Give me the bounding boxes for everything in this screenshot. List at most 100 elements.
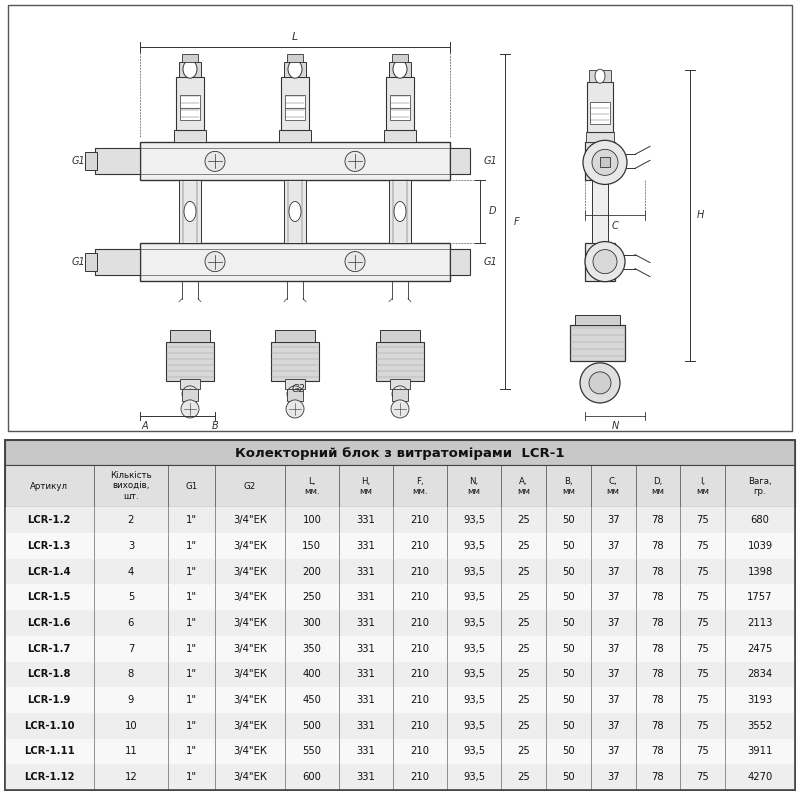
Text: I,
мм: I, мм (696, 477, 709, 496)
Text: 25: 25 (518, 592, 530, 602)
Circle shape (592, 150, 618, 175)
Bar (287, 389, 303, 401)
Text: 78: 78 (651, 566, 664, 577)
Text: 12: 12 (125, 772, 138, 782)
Text: 75: 75 (696, 644, 709, 654)
Text: 3552: 3552 (747, 721, 773, 730)
Text: 93,5: 93,5 (463, 772, 486, 782)
Bar (5, 585, 795, 610)
Text: 3/4"ЕК: 3/4"ЕК (233, 644, 267, 654)
Bar (285, 95, 305, 120)
Bar (380, 330, 420, 342)
Text: 1": 1" (186, 592, 197, 602)
Bar (140, 142, 450, 181)
Text: 75: 75 (696, 772, 709, 782)
Text: 331: 331 (357, 592, 375, 602)
Text: 1": 1" (186, 618, 197, 628)
Text: 3/4"ЕК: 3/4"ЕК (233, 515, 267, 525)
Text: G1: G1 (71, 257, 85, 266)
Bar (5, 738, 795, 764)
Text: 50: 50 (562, 515, 574, 525)
Text: 37: 37 (607, 644, 619, 654)
Text: 331: 331 (357, 566, 375, 577)
Text: 7: 7 (128, 644, 134, 654)
Text: 1": 1" (186, 566, 197, 577)
Text: 1": 1" (186, 541, 197, 551)
Ellipse shape (394, 202, 406, 222)
Text: 25: 25 (518, 772, 530, 782)
Text: 25: 25 (518, 721, 530, 730)
Text: A: A (142, 421, 148, 431)
Text: 3/4"ЕК: 3/4"ЕК (233, 618, 267, 628)
Text: 2475: 2475 (747, 644, 773, 654)
Text: 300: 300 (302, 618, 322, 628)
Text: LCR-1.12: LCR-1.12 (24, 772, 74, 782)
Bar (182, 54, 198, 62)
Text: 210: 210 (410, 772, 430, 782)
Bar (271, 342, 319, 381)
Text: 25: 25 (518, 670, 530, 679)
Bar (392, 54, 408, 62)
Text: 25: 25 (518, 644, 530, 654)
Text: 1757: 1757 (747, 592, 773, 602)
Text: 10: 10 (125, 721, 138, 730)
Text: 37: 37 (607, 566, 619, 577)
Text: G1: G1 (483, 257, 497, 266)
Bar (182, 389, 198, 401)
Bar (5, 466, 795, 507)
Text: 1": 1" (186, 670, 197, 679)
Text: G1: G1 (71, 156, 85, 166)
Bar (5, 533, 795, 558)
Ellipse shape (289, 202, 301, 222)
Text: 25: 25 (518, 541, 530, 551)
Text: 1": 1" (186, 746, 197, 757)
Text: 4270: 4270 (747, 772, 773, 782)
Text: L: L (292, 32, 298, 42)
Text: 680: 680 (750, 515, 770, 525)
Bar (5, 507, 795, 533)
Text: 78: 78 (651, 515, 664, 525)
Text: 93,5: 93,5 (463, 566, 486, 577)
Text: 50: 50 (562, 541, 574, 551)
Text: H,
мм: H, мм (359, 477, 373, 496)
Bar (392, 389, 408, 401)
Text: 6: 6 (128, 618, 134, 628)
Bar (279, 130, 311, 142)
Text: LCR-1.8: LCR-1.8 (27, 670, 71, 679)
Bar (5, 610, 795, 636)
Bar (281, 77, 309, 130)
Text: 550: 550 (302, 746, 322, 757)
Text: 11: 11 (125, 746, 138, 757)
Text: 331: 331 (357, 644, 375, 654)
Bar (85, 253, 97, 270)
Text: 3/4"ЕК: 3/4"ЕК (233, 592, 267, 602)
Bar (5, 764, 795, 790)
Text: 1": 1" (186, 644, 197, 654)
Bar (174, 130, 206, 142)
Text: 250: 250 (302, 592, 322, 602)
Text: 150: 150 (302, 541, 322, 551)
Text: 75: 75 (696, 670, 709, 679)
Text: 3: 3 (128, 541, 134, 551)
Text: 75: 75 (696, 618, 709, 628)
Text: LCR-1.11: LCR-1.11 (24, 746, 74, 757)
Bar (586, 132, 614, 142)
Text: C: C (612, 221, 618, 230)
Text: 78: 78 (651, 772, 664, 782)
Text: 50: 50 (562, 592, 574, 602)
Text: 50: 50 (562, 670, 574, 679)
Text: LCR-1.2: LCR-1.2 (28, 515, 71, 525)
Bar (287, 54, 303, 62)
Text: 3911: 3911 (747, 746, 773, 757)
Bar (95, 249, 140, 274)
Circle shape (585, 242, 625, 282)
Bar (5, 636, 795, 662)
Bar (585, 242, 615, 281)
Text: 3/4"ЕК: 3/4"ЕК (233, 566, 267, 577)
Bar (5, 558, 795, 585)
Text: LCR-1.5: LCR-1.5 (27, 592, 71, 602)
Ellipse shape (288, 60, 302, 78)
Text: 37: 37 (607, 515, 619, 525)
Circle shape (287, 386, 303, 402)
Bar (384, 130, 416, 142)
